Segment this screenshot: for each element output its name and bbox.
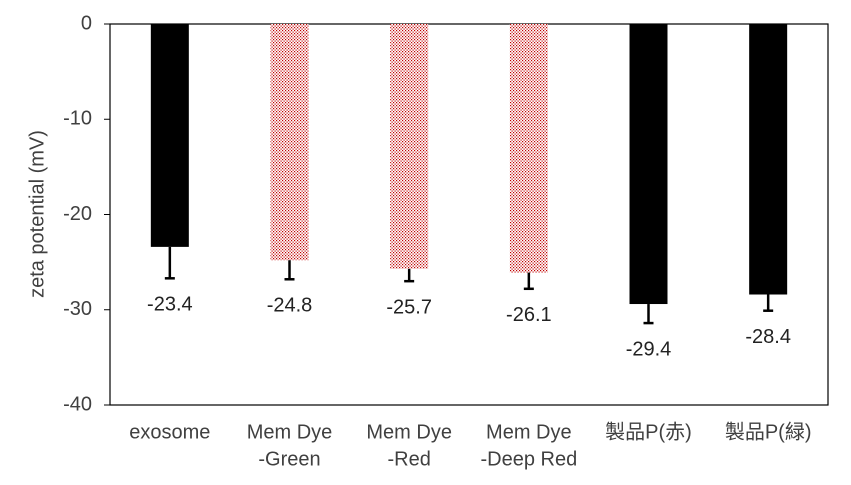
- y-tick-label: -20: [63, 203, 92, 225]
- y-axis-title: zeta potential (mV): [26, 130, 48, 298]
- bar: [749, 24, 788, 295]
- bar: [390, 24, 429, 269]
- y-tick-label: 0: [81, 12, 92, 34]
- x-tick-label: -Deep Red: [480, 448, 577, 470]
- y-tick-label: -40: [63, 393, 92, 415]
- data-label: -24.8: [267, 295, 313, 317]
- y-tick-label: -30: [63, 298, 92, 320]
- data-label: -25.7: [386, 296, 432, 318]
- x-tick-label: 製品P(赤): [605, 420, 692, 443]
- data-label: -26.1: [506, 304, 552, 326]
- x-tick-label: exosome: [129, 421, 210, 443]
- x-tick-label: Mem Dye: [366, 421, 452, 443]
- x-tick-label: 製品P(緑): [725, 420, 812, 443]
- bar: [150, 24, 189, 247]
- data-label: -23.4: [147, 294, 193, 316]
- x-tick-label: Mem Dye: [247, 421, 333, 443]
- bar: [270, 24, 309, 261]
- x-tick-label: Mem Dye: [486, 421, 572, 443]
- x-tick-label: -Red: [387, 448, 430, 470]
- y-tick-label: -10: [63, 108, 92, 130]
- bar: [629, 24, 668, 305]
- data-label: -28.4: [745, 326, 791, 348]
- data-label: -29.4: [626, 338, 672, 360]
- bar: [509, 24, 548, 273]
- x-tick-label: -Green: [258, 448, 320, 470]
